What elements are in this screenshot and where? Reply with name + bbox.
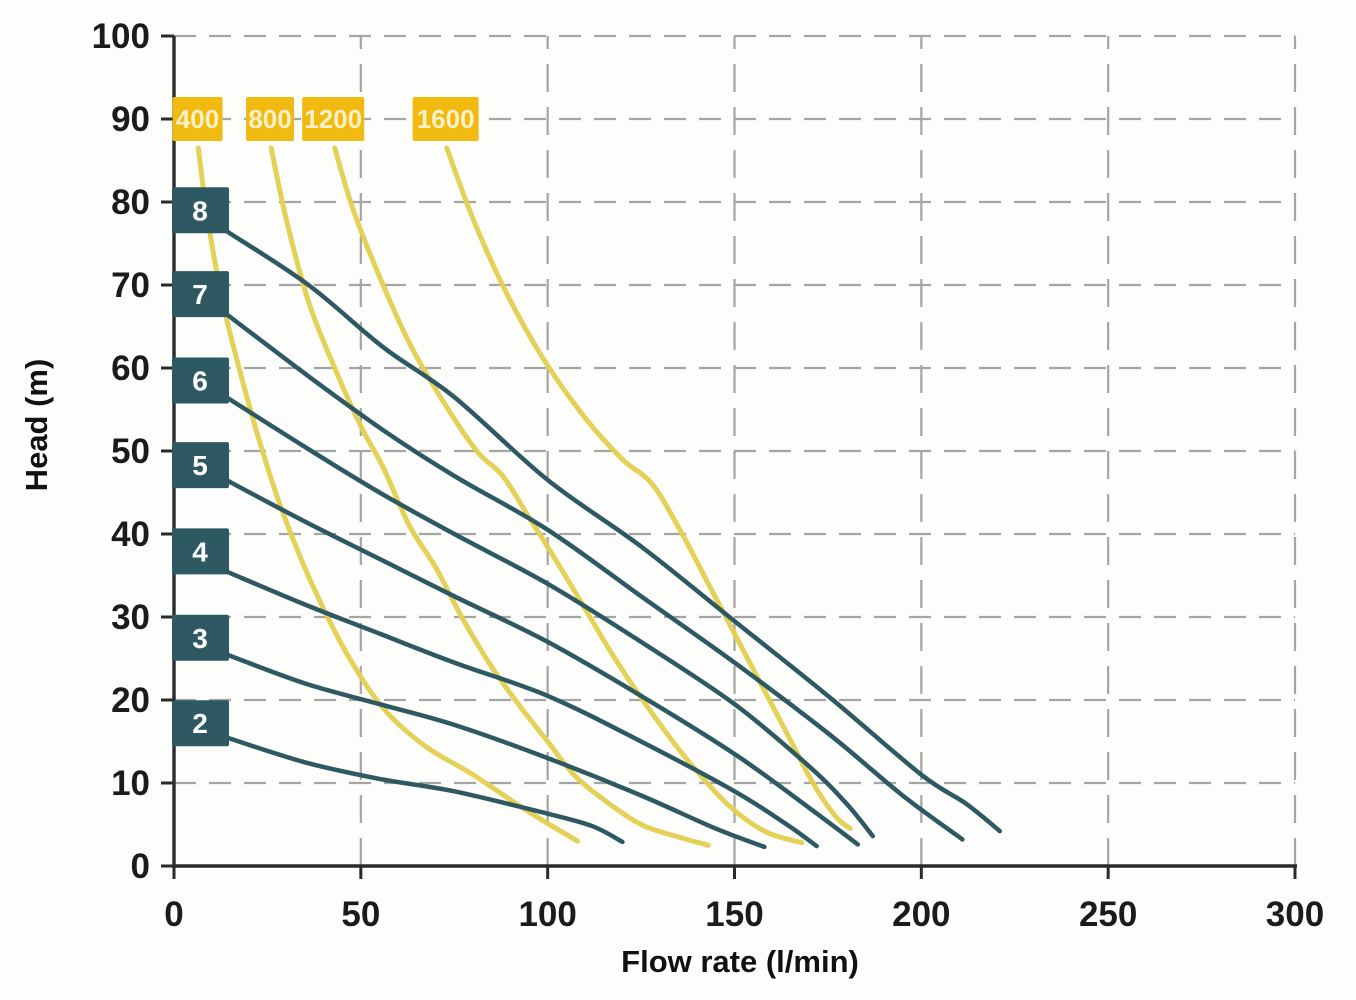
power-label-text-400: 400	[176, 104, 219, 134]
x-tick-label-250: 250	[1079, 895, 1137, 934]
curve-5	[224, 477, 861, 847]
power-label-text-1200: 1200	[304, 104, 362, 134]
x-axis-title: Flow rate (l/min)	[621, 944, 859, 979]
y-tick-label-100: 100	[92, 17, 150, 56]
curve-1200	[332, 145, 805, 846]
y-tick-label-80: 80	[111, 183, 150, 222]
power-label-text-1600: 1600	[417, 104, 475, 134]
stage-label-box-7	[172, 271, 229, 318]
y-tick-label-90: 90	[111, 100, 150, 139]
power-label-box-800	[246, 97, 295, 141]
curve-3	[224, 652, 767, 850]
curve-8	[224, 228, 1003, 834]
stage-label-box-8	[172, 187, 229, 234]
stage-label-box-2	[172, 700, 229, 747]
power-label-box-1200	[302, 97, 365, 141]
y-axis-title: Head (m)	[19, 359, 54, 492]
stage-label-text-3: 3	[192, 623, 208, 654]
curve-1600	[444, 145, 853, 832]
y-tick-label-20: 20	[111, 681, 150, 720]
curve-4	[224, 569, 819, 849]
stage-label-text-7: 7	[192, 279, 208, 310]
stage-label-text-2: 2	[192, 708, 208, 739]
curve-7	[224, 311, 965, 842]
stage-label-box-4	[172, 528, 229, 575]
stage-label-box-3	[172, 614, 229, 661]
stage-label-box-5	[172, 442, 229, 489]
x-tick-label-300: 300	[1266, 895, 1324, 934]
stage-label-text-8: 8	[192, 195, 208, 226]
x-tick-label-150: 150	[705, 895, 763, 934]
y-tick-label-50: 50	[111, 432, 150, 471]
tick-labels-layer: 0 10 20 30 40 50 60 70 80 90 100 0 50 100 150 200 250 300	[92, 17, 1325, 934]
power-label-text-800: 800	[248, 104, 291, 134]
y-tick-label-10: 10	[111, 764, 150, 803]
y-tick-label-60: 60	[111, 349, 150, 388]
y-tick-label-70: 70	[111, 266, 150, 305]
curve-label-boxes-layer: 400 800 1200 1600 8 7 6 5 4 3 2	[172, 97, 479, 747]
x-tick-label-200: 200	[892, 895, 950, 934]
stage-label-text-5: 5	[192, 450, 208, 481]
y-tick-label-30: 30	[111, 598, 150, 637]
grid-layer	[174, 34, 1297, 866]
curve-800	[268, 145, 711, 848]
curve-6	[224, 394, 876, 839]
stage-label-box-6	[172, 357, 229, 404]
x-tick-label-100: 100	[518, 895, 576, 934]
stage-label-text-6: 6	[192, 365, 208, 396]
stage-label-text-4: 4	[192, 536, 208, 567]
x-tick-label-0: 0	[164, 895, 183, 934]
y-tick-label-0: 0	[131, 847, 150, 886]
power-curves-layer	[195, 145, 853, 848]
stage-curves-layer	[224, 228, 1003, 850]
power-label-box-400	[172, 97, 223, 141]
y-tick-label-40: 40	[111, 515, 150, 554]
x-tick-label-50: 50	[341, 895, 380, 934]
power-label-box-1600	[412, 97, 479, 141]
curve-2	[224, 735, 625, 845]
